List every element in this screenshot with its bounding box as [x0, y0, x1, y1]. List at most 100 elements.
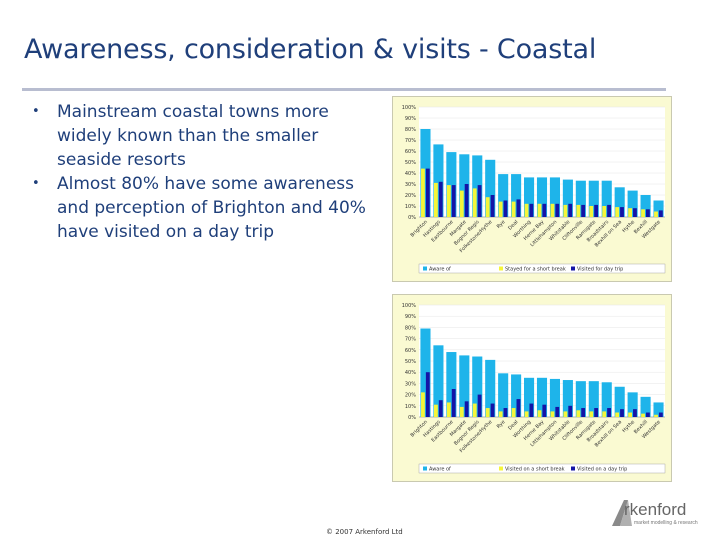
y-tick-label: 60% — [405, 348, 416, 354]
bar-visited-for-day-trip-cliftonville — [581, 204, 586, 217]
bar-stayed-for-a-short-break-eastbourne — [446, 185, 451, 217]
legend-box — [418, 263, 666, 274]
bar-stayed-for-a-short-break-bexhill — [641, 209, 645, 217]
bar-visited-on-a-day-trip-ramsgate — [594, 408, 599, 417]
bar-aware-of-ramsgate — [588, 180, 599, 217]
legend-swatch-aware-of — [423, 466, 427, 471]
bar-visited-on-a-short-break-cliftonville — [576, 410, 581, 417]
bar-stayed-for-a-short-break-hastings — [433, 182, 438, 217]
bar-stayed-for-a-short-break-ramsgate — [589, 206, 594, 217]
legend-label-aware-of: Aware of — [429, 267, 451, 273]
bar-visited-on-a-day-trip-westgate — [658, 412, 663, 417]
bar-aware-of-broadstairs — [601, 382, 612, 417]
bar-visited-on-a-day-trip-bexhill-on-sea — [620, 409, 624, 417]
bar-aware-of-deal — [511, 174, 522, 217]
bar-visited-for-day-trip-brighton — [425, 168, 430, 217]
bar-visited-on-a-short-break-herne-bay — [537, 410, 542, 417]
bar-aware-of-cliftonville — [575, 180, 586, 217]
bar-aware-of-herne-bay — [536, 377, 548, 417]
bar-stayed-for-a-short-break-bexhill-on-sea — [615, 207, 620, 217]
chart-awareness-consideration: 100% 90% 80% 70% 60% 50% 40% 30% 20% 10% 0% Brighto… — [392, 96, 672, 282]
bar-visited-for-day-trip-bexhill — [645, 209, 650, 217]
bar-visited-on-a-day-trip-deal — [516, 399, 521, 417]
bar-aware-of-eastbourne — [446, 152, 457, 217]
legend-swatch-visited-for-day-trip — [571, 266, 575, 271]
bar-visited-on-a-day-trip-rye — [503, 408, 508, 417]
bar-visited-on-a-day-trip-folkestone-hythe — [490, 403, 495, 417]
bar-aware-of-bexhill — [640, 396, 651, 417]
bar-visited-on-a-day-trip-brighton — [425, 372, 430, 417]
y-tick-label: 10% — [405, 204, 416, 210]
bar-visited-for-day-trip-folkestone-hythe — [490, 195, 495, 217]
bar-visited-on-a-short-break-hythe — [628, 412, 633, 417]
legend-label-visited-on-a-day-trip: Visited on a day trip — [577, 467, 627, 473]
bullet-icon: • — [32, 176, 40, 191]
y-tick-label: 90% — [405, 314, 416, 320]
y-tick-label: 10% — [405, 404, 416, 410]
bar-visited-on-a-short-break-rye — [498, 411, 503, 417]
bar-visited-on-a-short-break-brighton — [421, 392, 425, 417]
bullet-text: Mainstream coastal towns more widely kno… — [57, 102, 329, 170]
bar-aware-of-folkestone-hythe — [485, 159, 496, 217]
y-tick-label: 30% — [405, 381, 416, 387]
y-tick-label: 90% — [405, 116, 416, 122]
y-tick-label: 60% — [405, 149, 416, 155]
bar-visited-for-day-trip-hastings — [438, 181, 443, 217]
bar-aware-of-littlehampton — [549, 177, 560, 217]
bar-aware-of-eastbourne — [446, 352, 457, 417]
bar-stayed-for-a-short-break-deal — [511, 201, 516, 217]
bar-aware-of-hythe — [627, 190, 638, 217]
bar-visited-on-a-day-trip-margate — [464, 401, 469, 417]
bar-aware-of-bognor-regis — [472, 356, 483, 417]
y-tick-label: 50% — [405, 160, 416, 166]
legend-label-aware-of: Aware of — [429, 467, 451, 473]
bar-visited-on-a-short-break-broadstairs — [602, 411, 607, 417]
bar-visited-on-a-day-trip-bognor-regis — [477, 394, 482, 417]
bar-aware-of-westgate — [653, 200, 664, 217]
bar-visited-on-a-short-break-worthing — [524, 411, 529, 417]
bar-stayed-for-a-short-break-herne-bay — [537, 203, 542, 217]
bar-aware-of-hastings — [433, 345, 444, 417]
bar-stayed-for-a-short-break-cliftonville — [576, 204, 581, 217]
y-tick-label: 100% — [402, 105, 417, 111]
chart-awareness-visits: 100% 90% 80% 70% 60% 50% 40% 30% 20% 10% 0% Brighto… — [392, 294, 672, 482]
bar-visited-on-a-day-trip-broadstairs — [607, 408, 611, 417]
logo-tagline: market modelling & research — [634, 520, 698, 526]
chart-svg-awareness-consideration: 100%90%80%70%60%50%40%30%20%10%0%Brighto… — [402, 105, 666, 274]
legend-swatch-visited-on-a-day-trip — [571, 466, 575, 471]
bar-visited-on-a-day-trip-worthing — [529, 403, 534, 417]
bar-aware-of-folkestone-hythe — [485, 359, 496, 417]
bar-stayed-for-a-short-break-hythe — [628, 208, 633, 217]
y-tick-label: 50% — [405, 359, 416, 365]
y-tick-label: 70% — [405, 138, 416, 144]
bar-visited-on-a-short-break-westgate — [654, 414, 658, 417]
bullet-text: Almost 80% have some awareness and perce… — [57, 174, 366, 242]
logo-mark-icon — [612, 500, 632, 526]
bar-visited-on-a-short-break-bognor-regis — [472, 403, 477, 417]
bar-visited-on-a-day-trip-whitstable — [568, 405, 573, 417]
bar-stayed-for-a-short-break-brighton — [421, 168, 425, 217]
y-tick-label: 80% — [405, 325, 416, 331]
slide-title: Awareness, consideration & visits - Coas… — [24, 34, 597, 65]
bar-aware-of-rye — [498, 373, 509, 417]
bar-visited-for-day-trip-westgate — [658, 210, 663, 217]
bar-visited-for-day-trip-worthing — [529, 203, 534, 217]
bar-aware-of-deal — [511, 374, 522, 417]
bar-visited-for-day-trip-eastbourne — [451, 185, 456, 217]
title-divider — [22, 88, 666, 91]
bar-stayed-for-a-short-break-whitstable — [563, 204, 568, 217]
bar-aware-of-whitstable — [562, 380, 573, 417]
bar-stayed-for-a-short-break-folkestone-hythe — [485, 197, 490, 217]
bar-visited-on-a-short-break-folkestone-hythe — [485, 408, 490, 417]
bar-visited-for-day-trip-broadstairs — [607, 204, 611, 217]
legend-label-visited-on-a-short-break: Visited on a short break — [505, 467, 565, 473]
bar-visited-on-a-short-break-deal — [511, 408, 516, 417]
legend-label-visited-for-day-trip: Visited for day trip — [577, 267, 623, 273]
bar-visited-on-a-short-break-hastings — [433, 404, 438, 417]
bar-stayed-for-a-short-break-rye — [498, 201, 503, 217]
bar-stayed-for-a-short-break-margate — [459, 190, 464, 217]
bar-visited-for-day-trip-herne-bay — [542, 203, 547, 217]
bar-visited-for-day-trip-hythe — [633, 208, 637, 217]
y-tick-label: 100% — [402, 303, 417, 309]
bar-aware-of-margate — [459, 355, 470, 417]
